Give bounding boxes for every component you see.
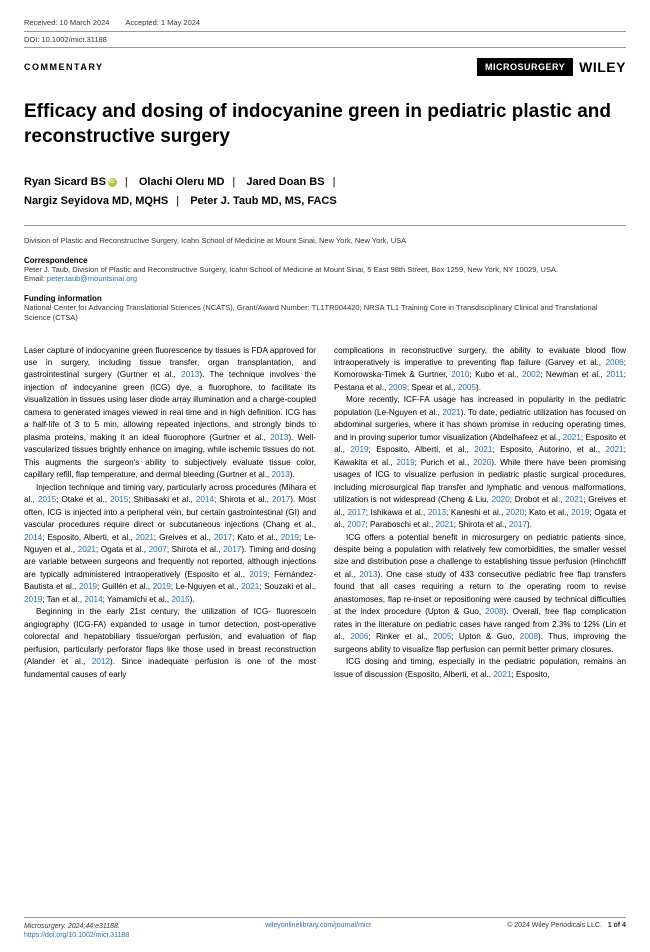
correspondence-email[interactable]: peter.taub@mountsinai.org — [47, 274, 137, 283]
affiliation: Division of Plastic and Reconstructive S… — [24, 236, 626, 246]
footer-copyright: © 2024 Wiley Periodicals LLC. — [507, 922, 602, 929]
author-5: Peter J. Taub MD, MS, FACS — [190, 195, 337, 207]
correspondence-label: Correspondence — [24, 256, 626, 265]
correspondence-text: Peter J. Taub, Division of Plastic and R… — [24, 265, 626, 285]
author-1: Ryan Sicard BS — [24, 176, 106, 188]
para-r3: ICG offers a potential benefit in micros… — [334, 532, 626, 657]
journal-badge: MICROSURGERY — [477, 58, 573, 76]
orcid-icon[interactable] — [108, 178, 117, 187]
para-r1: complications in reconstructive surgery,… — [334, 345, 626, 395]
body-columns: Laser capture of indocyanine green fluor… — [24, 345, 626, 682]
funding-label: Funding information — [24, 294, 626, 303]
footer-journal-url[interactable]: wileyonlinelibrary.com/journal/micr — [265, 922, 371, 940]
column-right: complications in reconstructive surgery,… — [334, 345, 626, 682]
para-r4: ICG dosing and timing, especially in the… — [334, 656, 626, 681]
author-3: Jared Doan BS — [246, 176, 324, 188]
footer-citation: Microsurgery. 2024;44:e31188. — [24, 923, 120, 930]
doi: DOI: 10.1002/micr.31188 — [24, 32, 626, 48]
author-2: Olachi Oleru MD — [139, 176, 225, 188]
accepted-date: Accepted: 1 May 2024 — [125, 18, 200, 27]
publisher-logo: WILEY — [579, 59, 626, 75]
article-title: Efficacy and dosing of indocyanine green… — [24, 100, 626, 149]
para-r2: More recently, ICF-FA usage has increase… — [334, 394, 626, 531]
author-4: Nargiz Seyidova MD, MQHS — [24, 195, 168, 207]
author-list: Ryan Sicard BS| Olachi Oleru MD| Jared D… — [24, 173, 626, 210]
article-type: COMMENTARY — [24, 62, 104, 72]
funding-text: National Center for Advancing Translatio… — [24, 303, 626, 323]
para-l1: Laser capture of indocyanine green fluor… — [24, 345, 316, 482]
para-l2: Injection technique and timing vary, par… — [24, 482, 316, 607]
brand-block: MICROSURGERY WILEY — [477, 58, 626, 76]
footer-page: 1 of 4 — [608, 922, 626, 929]
page-footer: Microsurgery. 2024;44:e31188. https://do… — [24, 917, 626, 940]
received-date: Received: 10 March 2024 — [24, 18, 109, 27]
column-left: Laser capture of indocyanine green fluor… — [24, 345, 316, 682]
meta-bar: Received: 10 March 2024 Accepted: 1 May … — [24, 18, 626, 32]
footer-doi-link[interactable]: https://doi.org/10.1002/micr.31188 — [24, 932, 129, 939]
header-row: COMMENTARY MICROSURGERY WILEY — [24, 58, 626, 76]
para-l3: Beginning in the early 21st century, the… — [24, 606, 316, 681]
